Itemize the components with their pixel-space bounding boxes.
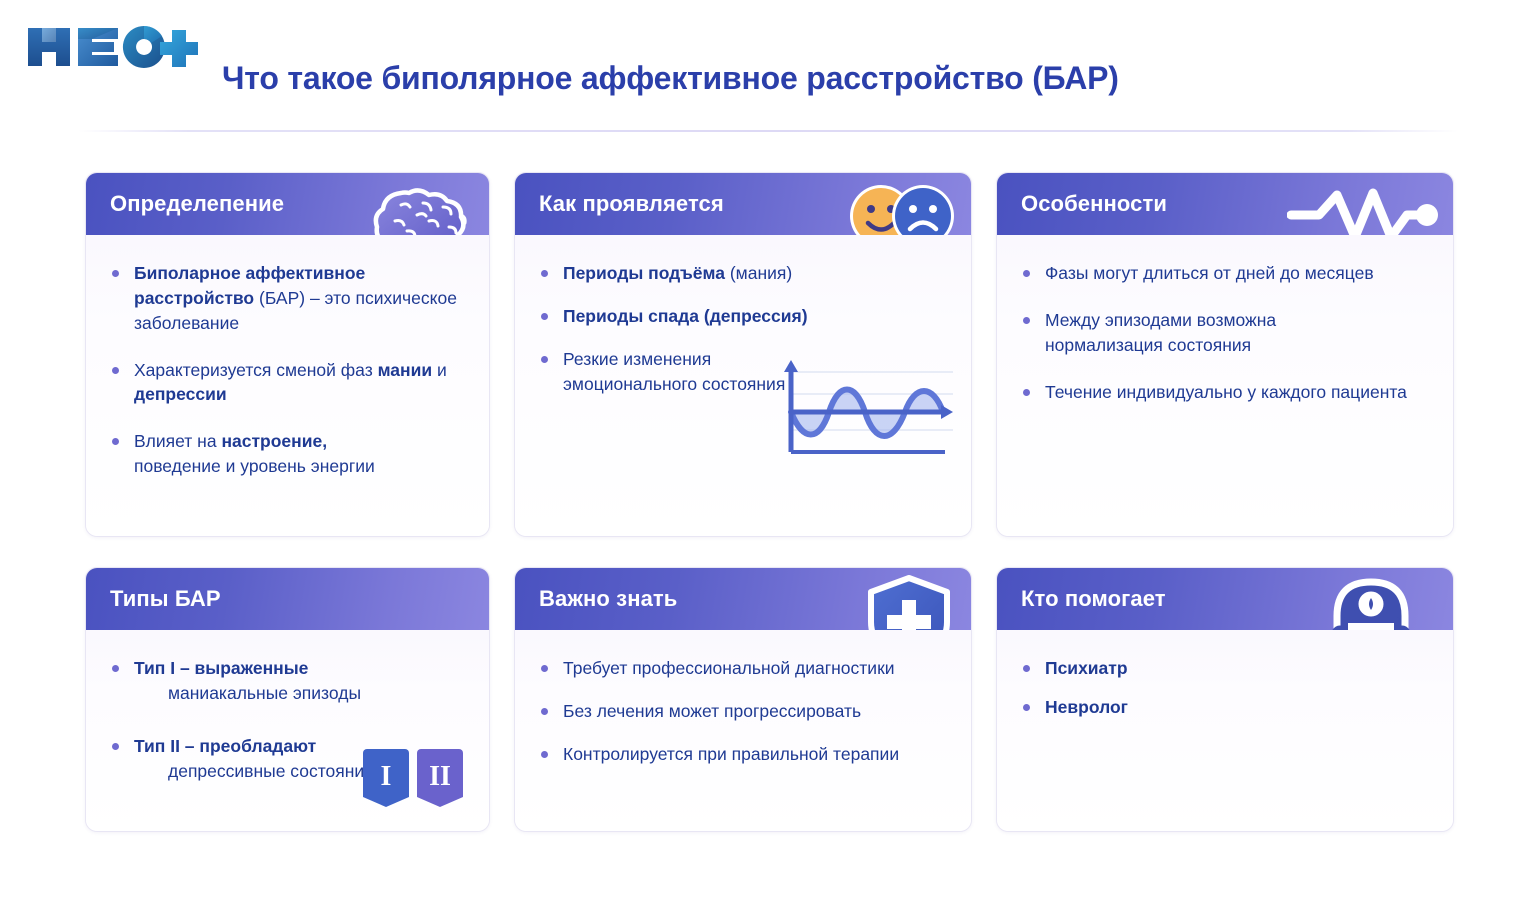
bullet-prefix: Характеризуется сменой фаз xyxy=(134,359,378,380)
card-types-header: Типы БАР xyxy=(86,568,489,630)
bullet-item: Течение индивидуально у каждого пациента xyxy=(1019,380,1431,405)
wave-chart-icon xyxy=(767,356,957,460)
bullet-item: Периоды подъёма (мания) xyxy=(537,261,949,286)
bullet-strong: Периоды спада (депрессия) xyxy=(563,305,808,326)
bullet-mid: и xyxy=(432,359,447,380)
card-helpers-title: Кто помогает xyxy=(1021,586,1166,611)
card-manifestation-header: Как проявляется xyxy=(515,173,971,247)
card-manifestation-bullets: Периоды подъёма (мания) Периоды спада (д… xyxy=(537,261,949,396)
bullet-item: Без лечения может прогрессировать xyxy=(537,699,949,724)
card-helpers-bullets: Психиатр Невролог xyxy=(1019,656,1431,720)
page-title: Что такое биполярное аффективное расстро… xyxy=(222,60,1119,96)
bullet-strong: Тип II – преобладают xyxy=(134,735,317,756)
card-helpers: Кто помогает xyxy=(996,567,1454,832)
card-important-title: Важно знать xyxy=(539,586,678,611)
page-header: Что такое биполярное аффективное расстро… xyxy=(0,0,1536,130)
card-important-body: Требует профессиональной диагностики Без… xyxy=(515,630,971,831)
card-important: Важно знать Тре xyxy=(514,567,972,832)
bullet-item: Требует профессиональной диагностики xyxy=(537,656,949,681)
bullet-item: Тип I – выраженные маниакальные эпизоды xyxy=(108,656,467,706)
card-helpers-header: Кто помогает xyxy=(997,568,1453,744)
card-definition-bullets: Биполарное аффективное расстройство (БАР… xyxy=(108,261,467,479)
bullet-strong: Биполарное аффективное расстройство xyxy=(134,263,366,308)
bullet-item: Характеризуется сменой фаз мании и депре… xyxy=(108,358,467,408)
bullet-item: Невролог xyxy=(1019,695,1431,720)
card-types-title: Типы БАР xyxy=(110,586,221,611)
card-manifestation-title: Как проявляется xyxy=(539,191,724,216)
card-manifestation: Как проявляется xyxy=(514,172,972,537)
bullet-strong-2: депрессии xyxy=(134,384,227,405)
bullet-plain: Течение индивидуально у каждого пациента xyxy=(1045,381,1407,402)
bullet-item: Психиатр xyxy=(1019,656,1431,681)
svg-text:I: I xyxy=(381,761,392,792)
card-types: Типы БАР Тип I – выраженные маниакальные… xyxy=(85,567,490,832)
bullet-item: Фазы могут длиться от дней до месяцев xyxy=(1019,261,1431,286)
bullet-strong: Тип I – выраженные xyxy=(134,658,309,678)
bullet-strong: Периоды подъёма xyxy=(563,263,725,283)
bullet-rest: (мания) xyxy=(724,263,793,283)
bullet-rest: (БАР) – это психическое заболевание xyxy=(134,287,457,333)
svg-text:II: II xyxy=(429,761,451,792)
bullet-plain: Фазы могут длиться от дней до месяцев xyxy=(1045,263,1374,283)
bullet-prefix: Влияет на xyxy=(134,431,222,452)
bullet-sub: депрессивные состояния xyxy=(168,760,374,781)
bullet-item: Контролируется при правильной терапии xyxy=(537,742,949,767)
card-features-title: Особенности xyxy=(1021,191,1167,216)
bullet-item: Периоды спада (депрессия) xyxy=(537,304,949,329)
bullet-item: Тип II – преобладают депрессивные состоя… xyxy=(108,734,467,784)
card-features-header: Особенности xyxy=(997,173,1453,242)
card-features-body: Фазы могут длиться от дней до месяцев Ме… xyxy=(997,235,1453,536)
bullet-plain: Резкие изменения эмоционального состояни… xyxy=(563,348,786,394)
bullet-plain: Требует профессиональной диагностики xyxy=(563,658,895,678)
bullet-strong: настроение, xyxy=(221,431,328,452)
bullet-plain: Между эпизодами возможна нормализация со… xyxy=(1045,309,1277,355)
bullet-strong: мании xyxy=(377,359,433,380)
neo-plus-logo xyxy=(22,18,202,76)
bullet-item: Резкие изменения эмоционального состояни… xyxy=(537,347,797,397)
card-definition: Определепение xyxy=(85,172,490,537)
cards-grid: Определепение xyxy=(85,172,1457,832)
title-divider xyxy=(78,130,1458,132)
bullet-strong: Психиатр xyxy=(1045,658,1128,678)
card-important-header: Важно знать xyxy=(515,568,971,669)
bullet-item: Биполарное аффективное расстройство (БАР… xyxy=(108,261,467,336)
card-definition-title: Определепение xyxy=(110,191,285,216)
card-features: Особенности Фазы могут длиться от дней д… xyxy=(996,172,1454,537)
bullet-sub: маниакальные эпизоды xyxy=(168,682,362,703)
bullet-strong: Невролог xyxy=(1045,696,1128,717)
bullet-sub: поведение и уровень энергии xyxy=(134,456,375,477)
card-types-body: Тип I – выраженные маниакальные эпизоды … xyxy=(86,630,489,831)
bullet-plain: Без лечения может прогрессировать xyxy=(563,700,862,721)
card-types-bullets: Тип I – выраженные маниакальные эпизоды … xyxy=(108,656,467,783)
types-badge-icon: I II xyxy=(359,747,467,809)
card-manifestation-body: Периоды подъёма (мания) Периоды спада (д… xyxy=(515,235,971,536)
card-helpers-body: Психиатр Невролог xyxy=(997,630,1453,831)
bullet-plain: Контролируется при правильной терапии xyxy=(563,743,900,764)
card-features-bullets: Фазы могут длиться от дней до месяцев Ме… xyxy=(1019,261,1431,404)
card-important-bullets: Требует профессиональной диагностики Без… xyxy=(537,656,949,767)
card-definition-header: Определепение xyxy=(86,173,489,263)
card-definition-body: Биполарное аффективное расстройство (БАР… xyxy=(86,235,489,536)
bullet-item: Влияет на настроение, поведение и уровень… xyxy=(108,429,467,479)
bullet-item: Между эпизодами возможна нормализация со… xyxy=(1019,308,1349,358)
